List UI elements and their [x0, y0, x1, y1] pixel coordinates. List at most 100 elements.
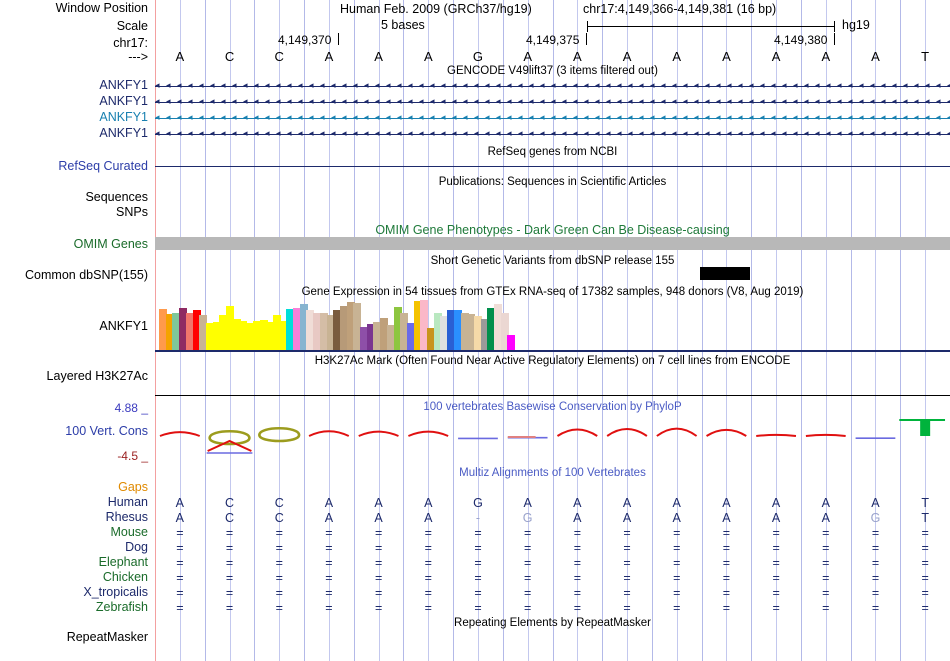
- gencode-transcript-row[interactable]: ◂ ◂ ◂ ◂ ◂ ◂ ◂ ◂ ◂ ◂ ◂ ◂ ◂ ◂ ◂ ◂ ◂ ◂ ◂ ◂ ◂ ◂ ◂ ◂ ◂ ◂ ◂ ◂ ◂ ◂ ◂ ◂ ◂ ◂ ◂ ◂ ◂ ◂ ◂ ◂…: [155, 81, 950, 92]
- label-refseq-curated[interactable]: RefSeq Curated: [58, 159, 148, 173]
- gtex-tissue-bar[interactable]: [259, 319, 268, 350]
- gtex-tissue-bar[interactable]: [333, 310, 342, 350]
- label-layered-h3k27ac[interactable]: Layered H3K27Ac: [46, 369, 148, 383]
- gtex-tissue-bar[interactable]: [232, 318, 241, 350]
- gtex-tissue-bar[interactable]: [199, 314, 208, 350]
- label-species-x_tropicalis[interactable]: X_tropicalis: [83, 585, 148, 599]
- gencode-transcript-row[interactable]: ◂ ◂ ◂ ◂ ◂ ◂ ◂ ◂ ◂ ◂ ◂ ◂ ◂ ◂ ◂ ◂ ◂ ◂ ◂ ◂ ◂ ◂ ◂ ◂ ◂ ◂ ◂ ◂ ◂ ◂ ◂ ◂ ◂ ◂ ◂ ◂ ◂ ◂ ◂ ◂…: [155, 129, 950, 140]
- strand-arrow-icon: ◂: [452, 129, 457, 139]
- label-omim-genes[interactable]: OMIM Genes: [73, 237, 148, 251]
- gtex-tissue-bar[interactable]: [192, 310, 201, 350]
- gtex-tissue-bar[interactable]: [460, 312, 469, 350]
- label-snps[interactable]: SNPs: [116, 205, 148, 219]
- strand-arrow-icon: ◂: [683, 129, 688, 139]
- multiz-species-row[interactable]: = = = = = = = = = = = = = = = =: [155, 601, 950, 616]
- gtex-tissue-bar[interactable]: [165, 313, 174, 350]
- gtex-tissue-bar[interactable]: [299, 304, 308, 350]
- gtex-tissue-bar[interactable]: [453, 310, 462, 350]
- label-sequences[interactable]: Sequences: [85, 190, 148, 204]
- gtex-tissue-bar[interactable]: [353, 303, 362, 350]
- gtex-tissue-bar[interactable]: [400, 312, 409, 350]
- label-species-rhesus[interactable]: Rhesus: [105, 510, 148, 524]
- gtex-tissue-bar[interactable]: [226, 306, 234, 350]
- multiz-species-row[interactable]: = = = = = = = = = = = = = = = =: [155, 526, 950, 541]
- label-gene-ankfy1[interactable]: ANKFY1: [99, 78, 148, 92]
- gtex-tissue-bar[interactable]: [205, 322, 214, 350]
- gtex-tissue-bar[interactable]: [219, 314, 228, 350]
- gtex-tissue-bar[interactable]: [286, 309, 295, 350]
- gtex-tissue-bar[interactable]: [380, 317, 389, 350]
- gtex-tissue-bar[interactable]: [326, 314, 335, 350]
- gtex-tissue-bar[interactable]: [279, 320, 288, 350]
- gtex-tissue-bar[interactable]: [159, 309, 167, 350]
- gencode-transcript-row[interactable]: ◂ ◂ ◂ ◂ ◂ ◂ ◂ ◂ ◂ ◂ ◂ ◂ ◂ ◂ ◂ ◂ ◂ ◂ ◂ ◂ ◂ ◂ ◂ ◂ ◂ ◂ ◂ ◂ ◂ ◂ ◂ ◂ ◂ ◂ ◂ ◂ ◂ ◂ ◂ ◂…: [155, 97, 950, 108]
- gtex-tissue-bar[interactable]: [487, 308, 496, 350]
- gtex-tissue-bar[interactable]: [413, 301, 422, 350]
- label-species-zebrafish[interactable]: Zebrafish: [95, 600, 148, 614]
- gtex-tissue-bar[interactable]: [272, 314, 281, 350]
- gtex-tissue-bar[interactable]: [386, 325, 395, 350]
- gtex-tissue-bar[interactable]: [306, 310, 315, 350]
- gtex-tissue-bar[interactable]: [185, 312, 194, 350]
- multiz-base: =: [573, 601, 581, 615]
- gtex-tissue-bar[interactable]: [179, 308, 188, 350]
- gtex-tissue-bar[interactable]: [339, 306, 348, 350]
- gtex-tissue-bar[interactable]: [507, 335, 516, 350]
- gtex-tissue-bar[interactable]: [360, 327, 368, 350]
- gtex-tissue-bar[interactable]: [346, 302, 355, 350]
- multiz-species-row[interactable]: = = = = = = = = = = = = = = = =: [155, 571, 950, 586]
- multiz-species-row[interactable]: = = = = = = = = = = = = = = = =: [155, 541, 950, 556]
- label-species-dog[interactable]: Dog: [125, 540, 148, 554]
- label-gtex-gene[interactable]: ANKFY1: [99, 319, 148, 333]
- label-species-human[interactable]: Human: [107, 495, 148, 509]
- gtex-tissue-bar[interactable]: [440, 315, 449, 350]
- gencode-transcript-row[interactable]: ◂ ◂ ◂ ◂ ◂ ◂ ◂ ◂ ◂ ◂ ◂ ◂ ◂ ◂ ◂ ◂ ◂ ◂ ◂ ◂ ◂ ◂ ◂ ◂ ◂ ◂ ◂ ◂ ◂ ◂ ◂ ◂ ◂ ◂ ◂ ◂ ◂ ◂ ◂ ◂…: [155, 113, 950, 124]
- gtex-tissue-bar[interactable]: [473, 315, 482, 350]
- gtex-tissue-bar[interactable]: [373, 321, 382, 350]
- label-gene-ankfy1[interactable]: ANKFY1: [99, 126, 148, 140]
- phylop-conservation-plot[interactable]: [155, 396, 950, 461]
- gtex-tissue-bar[interactable]: [212, 321, 221, 350]
- multiz-species-row[interactable]: = = = = = = = = = = = = = = = =: [155, 586, 950, 601]
- strand-arrow-icon: ◂: [617, 97, 622, 107]
- gtex-tissue-bar[interactable]: [406, 322, 415, 350]
- sequence-base: A: [324, 49, 334, 64]
- gtex-tissue-bar[interactable]: [393, 307, 402, 350]
- gtex-tissue-bar[interactable]: [447, 310, 456, 350]
- transcript-intron-line: [155, 86, 950, 87]
- omim-gene-bar[interactable]: [155, 237, 950, 250]
- gtex-tissue-bar[interactable]: [319, 312, 328, 350]
- gtex-tissue-bar[interactable]: [246, 322, 255, 350]
- gtex-tissue-bar[interactable]: [480, 318, 489, 350]
- multiz-species-row[interactable]: = = = = = = = = = = = = = = = =: [155, 556, 950, 571]
- label-species-chicken[interactable]: Chicken: [102, 570, 148, 584]
- gtex-tissue-bar[interactable]: [252, 320, 261, 350]
- gtex-expression-barchart[interactable]: [155, 298, 950, 350]
- dbsnp-variant-feature[interactable]: [700, 267, 750, 280]
- multiz-base: =: [871, 556, 880, 570]
- strand-arrow-icon: ◂: [584, 81, 589, 91]
- gtex-tissue-bar[interactable]: [433, 312, 442, 350]
- label-repeatmasker[interactable]: RepeatMasker: [66, 630, 148, 644]
- gtex-tissue-bar[interactable]: [293, 308, 301, 350]
- refseq-gene-line[interactable]: [155, 166, 950, 167]
- label-gene-ankfy1[interactable]: ANKFY1: [99, 110, 148, 124]
- gtex-tissue-bar[interactable]: [420, 300, 429, 350]
- gtex-tissue-bar[interactable]: [172, 312, 181, 350]
- label-vert-cons[interactable]: 100 Vert. Cons: [65, 424, 148, 438]
- gtex-tissue-bar[interactable]: [427, 328, 435, 350]
- gtex-tissue-bar[interactable]: [313, 312, 322, 350]
- gtex-tissue-bar[interactable]: [494, 304, 502, 350]
- gtex-tissue-bar[interactable]: [500, 312, 509, 350]
- gtex-tissue-bar[interactable]: [467, 313, 476, 350]
- gtex-tissue-bar[interactable]: [266, 321, 275, 350]
- label-gene-ankfy1[interactable]: ANKFY1: [99, 94, 148, 108]
- label-species-elephant[interactable]: Elephant: [98, 555, 148, 569]
- label-species-mouse[interactable]: Mouse: [110, 525, 148, 539]
- label-gaps[interactable]: Gaps: [118, 480, 148, 494]
- gtex-tissue-bar[interactable]: [239, 320, 248, 350]
- label-common-dbsnp[interactable]: Common dbSNP(155): [25, 268, 148, 282]
- gtex-tissue-bar[interactable]: [366, 324, 375, 350]
